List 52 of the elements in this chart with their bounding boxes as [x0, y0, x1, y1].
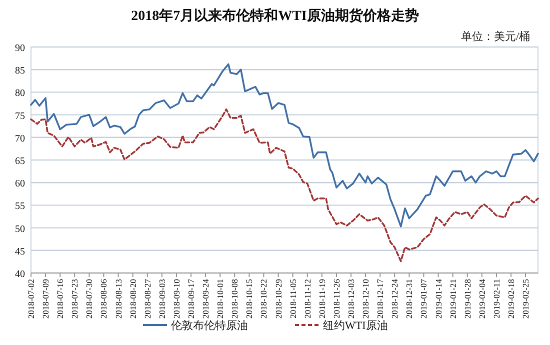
x-tick-label: 2018-08-20	[128, 279, 138, 319]
legend-label: 伦敦布伦特原油	[171, 319, 248, 332]
legend-label: 纽约WTI原油	[323, 319, 388, 332]
x-tick-label: 2018-12-17	[375, 279, 386, 319]
x-tick-label: 2018-12-10	[360, 279, 371, 319]
x-tick-label: 2018-09-10	[171, 279, 182, 319]
y-tick-label: 70	[15, 133, 25, 144]
y-tick-label: 60	[15, 178, 25, 190]
x-tick-label: 2018-12-31	[404, 279, 414, 319]
y-tick-label: 55	[15, 201, 25, 212]
x-tick-label: 2018-07-30	[84, 279, 94, 319]
x-tick-label: 2018-07-02	[26, 279, 36, 319]
x-tick-label: 2018-08-27	[142, 279, 152, 319]
x-tick-label: 2018-12-03	[346, 279, 356, 319]
y-tick-label: 85	[15, 66, 25, 77]
y-tick-label: 75	[15, 110, 25, 122]
x-tick-label: 2018-12-24	[390, 278, 400, 319]
x-tick-label: 2018-10-22	[258, 279, 269, 319]
x-tick-label: 2018-10-29	[273, 279, 284, 319]
x-tick-label: 2019-02-18	[506, 279, 516, 319]
line-series	[30, 108, 539, 262]
x-tick-label: 2018-09-17	[186, 279, 196, 319]
x-tick-label: 2019-01-07	[418, 279, 429, 319]
y-tick-label: 40	[15, 269, 25, 280]
x-tick-label: 2018-08-06	[98, 279, 109, 319]
y-tick-label: 80	[15, 88, 25, 100]
x-tick-label: 2018-11-19	[316, 279, 327, 318]
chart-title: 2018年7月以来布伦特和WTI原油期货价格走势	[131, 8, 419, 24]
x-tick-label: 2018-10-01	[215, 279, 226, 319]
x-tick-label: 2019-01-21	[448, 279, 458, 319]
x-tick-label: 2018-11-12	[302, 279, 312, 318]
x-tick-label: 2019-02-25	[520, 279, 531, 319]
y-tick-label: 50	[15, 224, 25, 235]
y-tick-label: 90	[15, 43, 25, 54]
line-series	[30, 63, 539, 228]
x-tick-label: 2018-07-09	[40, 279, 51, 319]
x-tick-label: 2019-01-28	[462, 279, 472, 319]
y-axis-title: 单位：美元/桶	[460, 30, 530, 43]
x-tick-label: 2018-09-03	[156, 279, 167, 319]
x-tick-label: 2018-07-23	[70, 279, 80, 319]
x-tick-label: 2019-01-14	[433, 278, 444, 319]
x-tick-label: 2019-02-11	[491, 279, 502, 318]
x-tick-label: 2018-07-16	[55, 279, 66, 319]
x-tick-label: 2018-09-24	[200, 278, 211, 319]
x-tick-label: 2018-11-05	[288, 279, 298, 318]
x-tick-label: 2018-08-13	[113, 279, 124, 319]
x-tick-label: 2018-10-08	[230, 279, 240, 319]
y-tick-label: 45	[15, 246, 25, 258]
y-tick-label: 65	[15, 156, 25, 167]
x-tick-label: 2018-11-26	[331, 279, 342, 318]
x-tick-label: 2019-02-04	[476, 278, 487, 319]
x-tick-label: 2018-10-15	[244, 279, 254, 319]
